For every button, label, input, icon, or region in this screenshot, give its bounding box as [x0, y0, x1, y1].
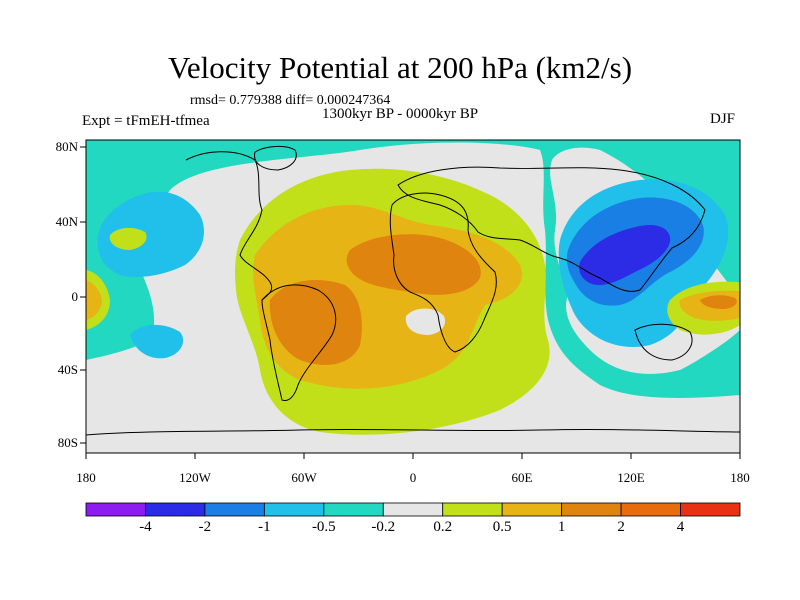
colorbar-swatch	[561, 502, 622, 517]
y-tick-0: 0	[71, 289, 79, 304]
x-tick-180-right: 180	[730, 470, 750, 485]
colorbar-label: -0.5	[311, 519, 336, 535]
colorbar-label: 4	[676, 519, 685, 535]
contour-pos-1-east-pacific	[700, 295, 737, 309]
colorbar-swatch	[263, 502, 325, 517]
contour-pos-1-atlantic	[269, 280, 362, 365]
x-tick-0: 0	[409, 470, 417, 485]
contour-pos-0.2-pacific	[109, 227, 147, 250]
contour-neg-0.5-south	[130, 324, 184, 359]
colorbar-label: -1	[258, 519, 271, 535]
colorbar-label: 0.2	[433, 519, 453, 535]
colorbar-label: 2	[617, 519, 625, 535]
colorbar-label: -4	[139, 519, 152, 535]
tick-marks	[80, 146, 741, 459]
y-tick-80N: 80N	[55, 139, 78, 154]
figure-title: Velocity Potential at 200 hPa (km2/s)	[167, 50, 633, 85]
x-tick-60W: 60W	[291, 470, 317, 485]
colorbar-label: -2	[198, 519, 212, 535]
colorbar-swatch	[85, 502, 146, 517]
y-tick-80S: 80S	[57, 435, 78, 450]
colorbar-swatch	[501, 502, 563, 517]
contour-pos-0.5-west-edge	[86, 280, 102, 320]
colorbar-swatch	[145, 502, 206, 517]
contour-field	[86, 140, 740, 453]
contour-pos-1-africa	[346, 234, 481, 295]
x-tick-120W: 120W	[179, 470, 211, 485]
colorbar-label: 0.5	[492, 519, 512, 535]
contour-neg-2-asia	[579, 224, 671, 286]
contour-neg-0.5-pacific	[97, 191, 205, 277]
colorbar-swatch	[323, 502, 384, 517]
colorbar-swatch	[680, 502, 741, 517]
colorbar	[85, 502, 741, 517]
y-tick-40S: 40S	[57, 362, 78, 377]
period-label: 1300kyr BP - 0000kyr BP	[322, 106, 479, 122]
colorbar-swatch	[382, 502, 444, 517]
colorbar-swatch	[204, 502, 265, 517]
coastlines	[86, 145, 740, 436]
neutral-hole-atlantic	[405, 308, 446, 335]
experiment-label: Expt = tFmEH-tfmea	[82, 113, 210, 129]
x-tick-120E: 120E	[617, 470, 645, 485]
y-tick-40N: 40N	[55, 214, 78, 229]
season-label: DJF	[710, 111, 736, 127]
stats-line: rmsd= 0.779388 diff= 0.000247364	[190, 93, 391, 108]
x-tick-60E: 60E	[511, 470, 533, 485]
x-tick-180-left: 180	[76, 470, 96, 485]
colorbar-swatch	[442, 502, 503, 517]
colorbar-label: 1	[557, 519, 566, 535]
colorbar-label: -0.2	[371, 519, 396, 535]
colorbar-swatch	[620, 502, 681, 517]
